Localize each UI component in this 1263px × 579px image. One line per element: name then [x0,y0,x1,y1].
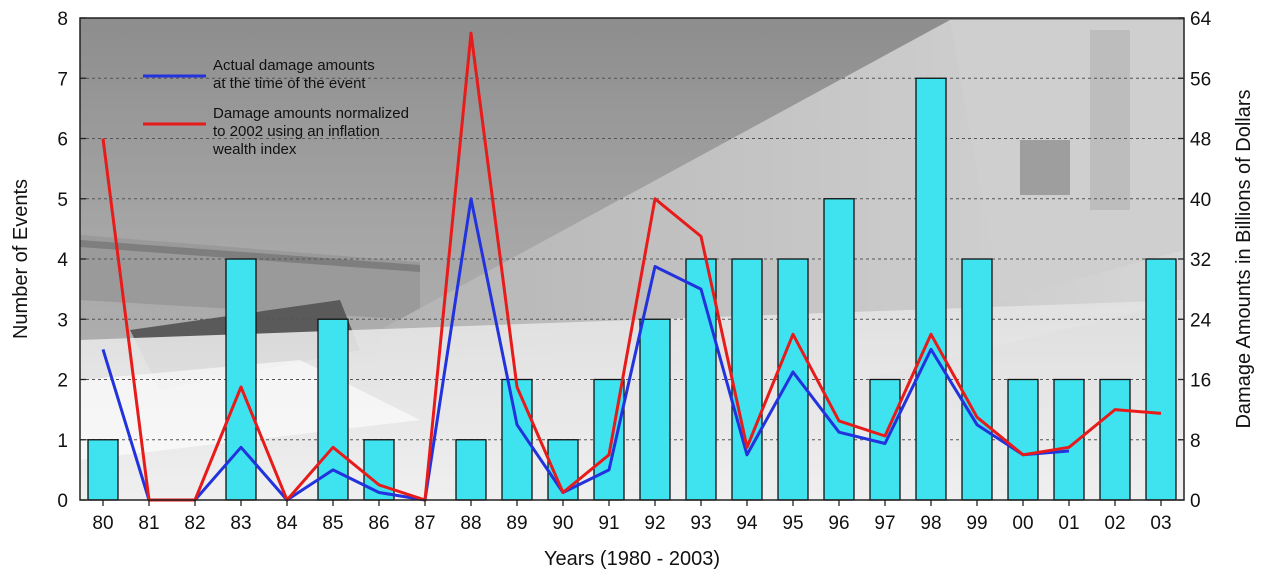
left-tick-label: 2 [57,371,68,392]
right-axis-title: Damage Amounts in Billions of Dollars [1233,89,1255,428]
x-tick-label: 92 [644,513,665,534]
bar-98 [915,77,947,501]
x-tick-label: 90 [552,513,573,534]
bar-85 [317,318,349,501]
x-tick-label: 83 [230,513,251,534]
left-axis-title: Number of Events [10,179,32,339]
x-tick-label: 80 [92,513,113,534]
bar-83 [225,258,257,501]
right-tick-label: 32 [1190,250,1211,271]
x-tick-label: 02 [1104,513,1125,534]
normalized-damage-line [101,31,1162,502]
legend-label: to 2002 using an inflation [213,123,380,140]
right-tick-label: 0 [1190,491,1201,512]
x-tick-label: 87 [414,513,435,534]
left-tick-label: 0 [57,491,68,512]
x-tick-label: 01 [1058,513,1079,534]
right-tick-label: 40 [1190,190,1211,211]
right-tick-label: 56 [1190,69,1211,90]
bar-80 [87,439,119,501]
damage-lines [101,31,1162,502]
x-tick-label: 84 [276,513,298,534]
left-tick-label: 8 [57,9,68,30]
bar-96 [823,198,855,501]
left-tick-label: 1 [57,431,68,452]
bar-99 [961,258,993,501]
bar-94 [731,258,763,501]
x-tick-label: 86 [368,513,389,534]
x-tick-label: 94 [736,513,758,534]
actual-damage-line [101,197,1070,502]
x-tick-label: 00 [1012,513,1033,534]
x-tick-label: 96 [828,513,849,534]
left-tick-label: 4 [57,250,68,271]
right-tick-label: 64 [1190,9,1212,30]
x-tick-label: 95 [782,513,803,534]
bar-93 [685,258,717,501]
bar-88 [455,439,487,501]
left-tick-label: 6 [57,130,68,151]
x-axis-title: Years (1980 - 2003) [544,548,720,570]
bar-95 [777,258,809,501]
bar-03 [1145,258,1177,501]
x-tick-label: 97 [874,513,895,534]
x-tick-label: 93 [690,513,711,534]
x-tick-label: 03 [1150,513,1171,534]
x-tick-label: 98 [920,513,941,534]
bar-01 [1053,378,1085,501]
x-tick-label: 82 [184,513,205,534]
right-tick-label: 8 [1190,431,1201,452]
x-tick-label: 81 [138,513,159,534]
left-tick-label: 3 [57,310,68,331]
legend-label: wealth index [212,141,297,158]
legend-label: Damage amounts normalized [213,105,409,122]
right-tick-label: 24 [1190,310,1212,331]
bar-02 [1099,378,1131,501]
right-axis-ticks: 0 8 16 24 32 40 48 56 64 [1178,9,1212,512]
left-tick-label: 7 [57,69,68,90]
x-tick-label: 85 [322,513,343,534]
x-axis-ticks: 80 81 82 83 84 85 86 87 88 89 90 91 92 93 94 95 96 97 98 99… [92,500,1172,534]
x-tick-label: 99 [966,513,987,534]
right-tick-label: 16 [1190,371,1211,392]
left-tick-label: 5 [57,190,68,211]
legend-label: at the time of the event [213,75,366,92]
x-tick-label: 89 [506,513,527,534]
x-tick-label: 88 [460,513,481,534]
left-axis-ticks: 0 1 2 3 4 5 6 7 8 [57,9,86,512]
bar-00 [1007,378,1039,501]
x-tick-label: 91 [598,513,619,534]
right-tick-label: 48 [1190,130,1211,151]
legend-label: Actual damage amounts [213,57,375,74]
bar-92 [639,318,671,501]
